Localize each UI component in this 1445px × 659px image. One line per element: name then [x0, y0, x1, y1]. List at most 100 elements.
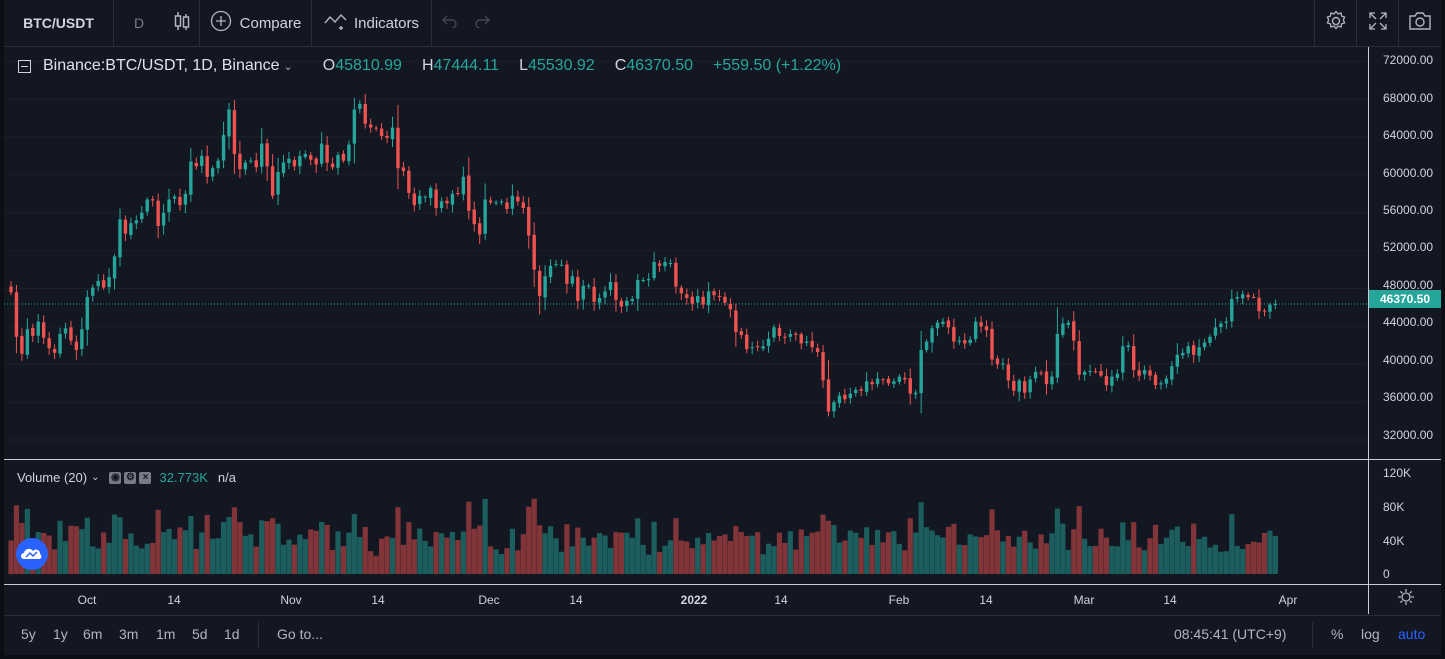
series-legend: Binance:BTC/USDT, 1D, Binance ⌄ O 45810.9… [18, 57, 841, 75]
undo-button[interactable] [434, 0, 466, 46]
range-1y[interactable]: 1y [53, 626, 68, 642]
candle-body [821, 352, 825, 381]
goto-button[interactable]: Go to... [277, 626, 323, 642]
volume-bar [874, 529, 881, 574]
volume-bar [226, 517, 232, 574]
legend-close-label: C [614, 57, 627, 74]
candle-body [123, 219, 128, 234]
volume-bar [711, 540, 717, 574]
volume-bar [1103, 537, 1110, 574]
range-5d[interactable]: 5d [192, 626, 208, 642]
legend-low-label: L [519, 57, 528, 74]
range-3m[interactable]: 3m [119, 626, 139, 642]
symbol-search-button[interactable]: BTC/USDT [4, 0, 114, 46]
candle-body [461, 176, 466, 195]
candle-body [249, 160, 253, 162]
collapse-legend-icon[interactable] [18, 59, 31, 73]
candle-body [854, 389, 858, 393]
candle-body [260, 143, 264, 167]
candle-body [1050, 376, 1054, 385]
volume-bar [231, 507, 238, 574]
volume-bar [1087, 546, 1093, 574]
percent-toggle[interactable]: % [1331, 626, 1344, 642]
price-pane[interactable]: Binance:BTC/USDT, 1D, Binance ⌄ O 45810.9… [4, 47, 1367, 459]
auto-toggle[interactable]: auto [1398, 626, 1426, 642]
volume-bar [68, 525, 74, 574]
settings-button[interactable] [1314, 0, 1356, 46]
range-5y[interactable]: 5y [21, 626, 36, 642]
volume-pane[interactable]: Volume (20) ⌄ ◉ ⚙ × 32.773K n/a [4, 460, 1367, 584]
volume-bar [929, 530, 935, 574]
candle-body [80, 329, 84, 350]
legend-title[interactable]: Binance:BTC/USDT, 1D, Binance [43, 57, 280, 74]
price-chart[interactable] [4, 47, 1367, 459]
volume-bar [52, 549, 58, 574]
volume-bar [340, 546, 347, 574]
volume-bar [1092, 545, 1099, 574]
volume-bar [962, 545, 968, 574]
log-toggle[interactable]: log [1361, 626, 1380, 642]
volume-settings-icon[interactable]: ⚙ [124, 471, 137, 484]
candle-body [227, 109, 231, 137]
pane-separator[interactable] [4, 459, 1441, 460]
chevron-down-icon[interactable]: ⌄ [91, 472, 100, 483]
candle-body [1181, 352, 1185, 356]
candle-body [58, 333, 62, 354]
cloud-logo-icon [21, 548, 42, 559]
candle-body [270, 166, 275, 196]
range-6m[interactable]: 6m [83, 626, 103, 642]
price-axis[interactable]: 72000.00 68000.00 64000.00 60000.00 5600… [1368, 47, 1442, 459]
volume-remove-icon[interactable]: × [139, 471, 152, 484]
candle-body [723, 296, 727, 303]
volume-bar [1267, 530, 1273, 574]
candle-body [1186, 346, 1190, 354]
candle-body [537, 270, 542, 297]
volume-bar [1136, 547, 1142, 574]
compare-button[interactable]: Compare [200, 0, 312, 46]
volume-bar [248, 534, 254, 574]
candle-body [946, 320, 951, 328]
chart-style-button[interactable] [164, 0, 200, 46]
volume-bar [558, 551, 565, 574]
candle-body [194, 162, 198, 167]
candle-body [1066, 322, 1070, 325]
candle-body [298, 155, 302, 167]
volume-bar [488, 546, 494, 574]
candle-body [968, 339, 972, 344]
tradingview-logo[interactable] [16, 538, 48, 570]
volume-bar [913, 532, 919, 574]
volume-axis[interactable]: 120K 80K 40K 0 [1368, 460, 1442, 584]
range-1d[interactable]: 1d [224, 626, 240, 642]
volume-bar [787, 531, 793, 574]
gear-icon [1325, 10, 1347, 36]
volume-bar [1207, 547, 1213, 574]
redo-button[interactable] [466, 0, 498, 46]
time-axis[interactable]: Oct 14 Nov 14 Dec 14 2022 14 Feb 14 Mar … [4, 585, 1441, 616]
volume-bar [978, 537, 984, 574]
volume-bar [880, 542, 886, 574]
volume-visibility-icon[interactable]: ◉ [109, 471, 122, 484]
clock[interactable]: 08:45:41 (UTC+9) [1174, 626, 1287, 642]
volume-bar [411, 539, 417, 574]
volume-bar [1272, 535, 1278, 574]
candle-body [418, 195, 422, 204]
volume-bar [324, 524, 330, 574]
candle-body [674, 262, 678, 287]
fullscreen-button[interactable] [1356, 0, 1398, 46]
snapshot-button[interactable] [1398, 0, 1441, 46]
axis-settings-button[interactable] [1368, 585, 1442, 614]
indicators-button[interactable]: Indicators [312, 0, 432, 46]
volume-bar [395, 507, 401, 574]
bottom-toolbar: 5y 1y 6m 3m 1m 5d 1d Go to... 08:45:41 (… [4, 616, 1441, 655]
chevron-down-icon[interactable]: ⌄ [283, 60, 293, 73]
volume-bar [602, 535, 608, 574]
candle-body [91, 287, 95, 296]
volume-bar [13, 505, 20, 574]
volume-tick: 120K [1383, 466, 1412, 480]
volume-legend-label[interactable]: Volume (20) [17, 470, 88, 485]
volume-bar [564, 524, 570, 574]
interval-button[interactable]: D [114, 0, 164, 46]
volume-bar [1071, 529, 1077, 574]
range-1m[interactable]: 1m [156, 626, 176, 642]
volume-bar [1125, 540, 1131, 574]
